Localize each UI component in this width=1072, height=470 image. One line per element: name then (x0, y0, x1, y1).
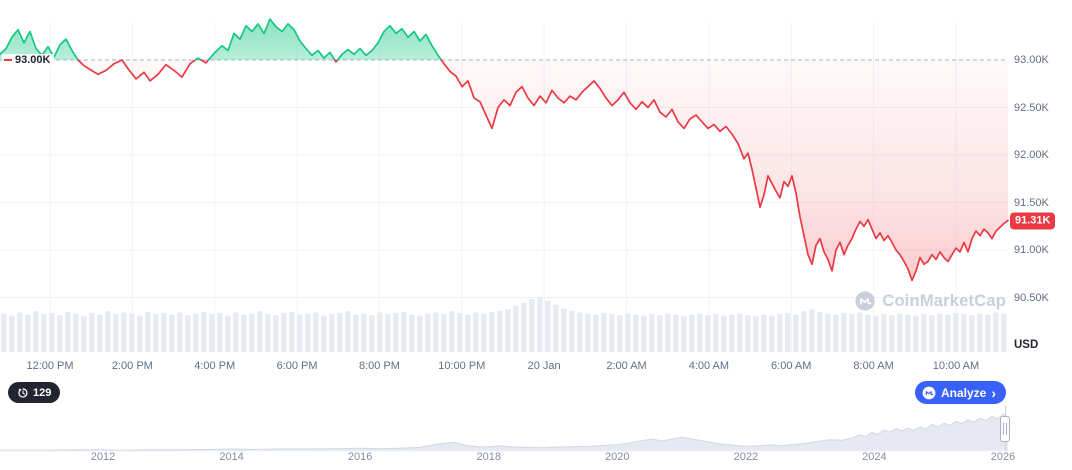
x-axis-tick: 2:00 AM (606, 360, 647, 372)
y-axis-tick: 93.00K (1014, 54, 1049, 66)
navigator-year-tick: 2022 (733, 451, 759, 463)
navigator-year-tick: 2012 (90, 451, 116, 463)
coinmarketcap-watermark: CoinMarketCap (854, 290, 1006, 312)
coinmarketcap-logo-icon (922, 386, 936, 399)
navigator-resize-handle[interactable] (1000, 416, 1010, 442)
x-axis-tick: 10:00 PM (438, 360, 486, 372)
watermark-text: CoinMarketCap (882, 291, 1006, 310)
navigator-year-tick: 2024 (862, 451, 887, 463)
analyze-button[interactable]: Analyze › (914, 381, 1006, 404)
navigator-year-tick: 2020 (605, 451, 630, 463)
coinmarketcap-logo-icon (855, 291, 875, 311)
history-count: 129 (33, 386, 52, 399)
x-axis-tick: 20 Jan (527, 360, 561, 372)
price-line (0, 18, 1009, 282)
y-axis-tick: 90.50K (1014, 291, 1049, 304)
x-axis-tick: 8:00 PM (358, 360, 400, 372)
navigator-year-axis: 2012 2014 2016 2018 2020 2022 2024 2026 (0, 451, 1072, 467)
currency-unit-label: USD (1014, 339, 1039, 351)
x-axis-tick: 8:00 AM (853, 360, 894, 372)
navigator-year-tick: 2014 (219, 451, 244, 463)
x-axis-tick: 4:00 PM (194, 360, 236, 372)
history-count-badge[interactable]: 129 (8, 382, 61, 403)
volume-bars (1, 297, 1007, 352)
y-axis-tick: 91.00K (1014, 244, 1049, 256)
x-axis-tick: 6:00 PM (276, 360, 318, 372)
x-axis-tick: 2:00 PM (111, 360, 153, 372)
y-axis-tick: 92.50K (1014, 101, 1049, 114)
price-area-fills (0, 19, 1008, 281)
x-axis-tick: 4:00 AM (688, 360, 730, 372)
analyze-label: Analyze (940, 385, 987, 400)
navigator-year-tick: 2016 (347, 451, 373, 463)
history-icon (18, 387, 28, 398)
timeline-navigator[interactable] (0, 404, 1072, 452)
current-price-badge: 91.31K (1010, 212, 1056, 230)
x-axis-tick: 6:00 AM (771, 360, 812, 372)
previous-close-value: 93.00K (15, 54, 51, 66)
navigator-year-tick: 2018 (476, 451, 501, 463)
price-chart-canvas[interactable] (0, 0, 1072, 356)
x-axis-tick: 12:00 PM (26, 360, 74, 372)
x-axis: 12:00 PM 2:00 PM 4:00 PM 6:00 PM 8:00 PM 10:0… (0, 360, 1010, 376)
previous-close-label: 93.00K (2, 54, 55, 66)
y-axis-tick: 92.00K (1014, 149, 1049, 161)
x-axis-tick: 10:00 AM (932, 360, 980, 372)
chevron-right-icon: › (991, 384, 996, 401)
navigator-year-tick: 2026 (990, 451, 1016, 463)
y-axis-tick: 91.50K (1014, 196, 1049, 209)
baseline-tick-mark (4, 59, 12, 61)
